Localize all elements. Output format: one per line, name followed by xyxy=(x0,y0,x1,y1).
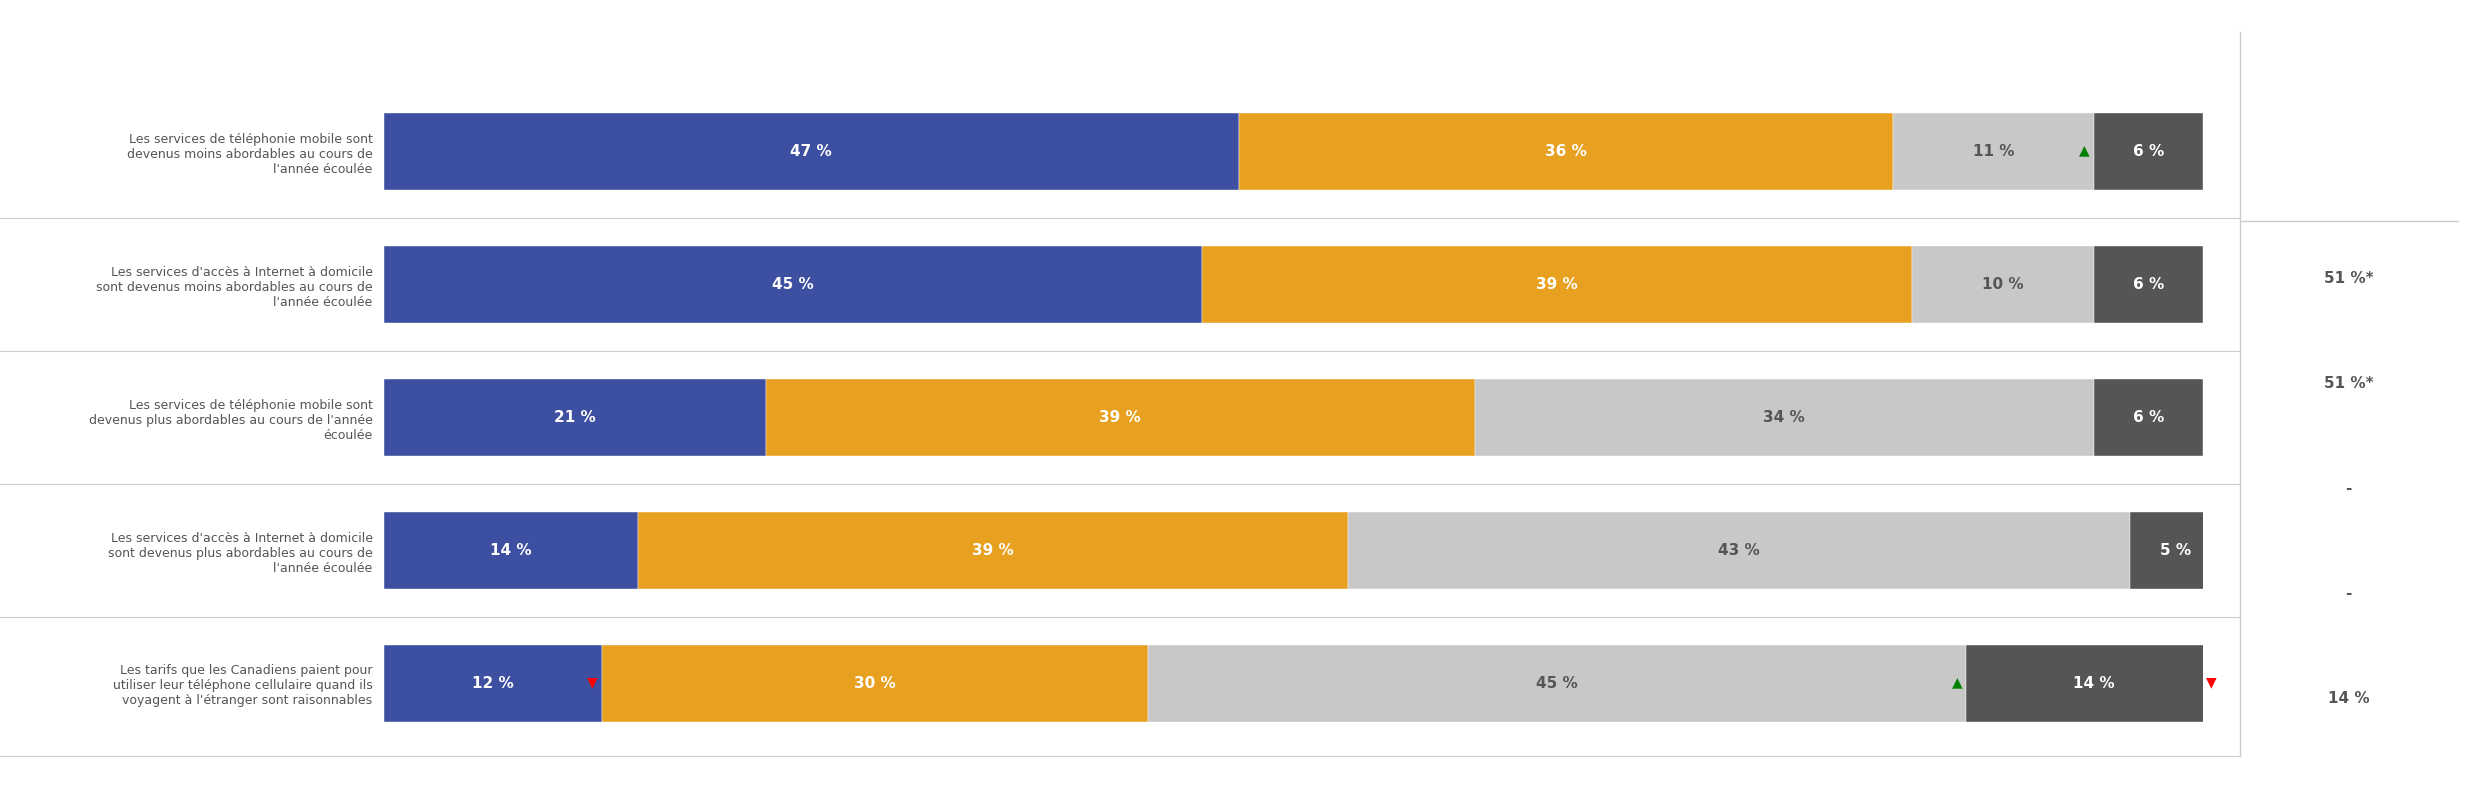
Text: 51 %*: 51 %* xyxy=(2324,376,2374,391)
Bar xyxy=(384,113,1238,191)
Text: 45 %: 45 % xyxy=(1537,676,1579,691)
Bar xyxy=(1965,645,2220,722)
Bar xyxy=(1238,113,1893,191)
Bar xyxy=(1203,246,1911,323)
Text: 36 %: 36 % xyxy=(1544,144,1586,159)
Bar xyxy=(2094,113,2203,191)
Text: 45 %: 45 % xyxy=(772,277,814,292)
Text: 6 %: 6 % xyxy=(2133,144,2163,159)
Text: 14 %: 14 % xyxy=(2329,691,2369,706)
Text: 21 %: 21 % xyxy=(554,410,596,426)
Bar xyxy=(1893,113,2094,191)
Text: 12 %: 12 % xyxy=(473,676,515,691)
Text: -: - xyxy=(2346,586,2351,601)
Text: 10 %: 10 % xyxy=(1982,277,2025,292)
Text: 30 %: 30 % xyxy=(854,676,896,691)
Bar xyxy=(1475,379,2094,456)
Bar xyxy=(1911,246,2094,323)
Text: 43 %: 43 % xyxy=(1718,543,1760,558)
Text: 14 %: 14 % xyxy=(2072,676,2114,691)
Bar xyxy=(601,645,1148,722)
Bar xyxy=(384,645,601,722)
Text: 39 %: 39 % xyxy=(1099,410,1141,426)
Bar xyxy=(384,512,639,589)
Text: 5 %: 5 % xyxy=(2161,543,2190,558)
Text: ▼: ▼ xyxy=(587,675,599,689)
Text: 6 %: 6 % xyxy=(2133,410,2163,426)
Text: ▲: ▲ xyxy=(2079,143,2089,158)
Bar xyxy=(1148,645,1965,722)
Text: 39 %: 39 % xyxy=(1537,277,1579,292)
Bar xyxy=(1349,512,2131,589)
Text: 47 %: 47 % xyxy=(790,144,832,159)
Text: 14 %: 14 % xyxy=(490,543,532,558)
Bar xyxy=(2131,512,2220,589)
Text: 11 %: 11 % xyxy=(1973,144,2015,159)
Bar xyxy=(2094,379,2203,456)
Text: 34 %: 34 % xyxy=(1765,410,1804,426)
Bar xyxy=(2094,246,2203,323)
Bar xyxy=(384,379,765,456)
Text: %
D'ACCORD
2023: % D'ACCORD 2023 xyxy=(2299,94,2398,158)
Text: 6 %: 6 % xyxy=(2133,277,2163,292)
Text: 39 %: 39 % xyxy=(973,543,1015,558)
Text: -: - xyxy=(2346,481,2351,496)
Bar xyxy=(639,512,1349,589)
Text: ▼: ▼ xyxy=(2205,675,2218,689)
Bar xyxy=(765,379,1475,456)
Text: ▲: ▲ xyxy=(1953,675,1963,689)
Bar xyxy=(384,246,1203,323)
Text: 51 %*: 51 %* xyxy=(2324,271,2374,286)
